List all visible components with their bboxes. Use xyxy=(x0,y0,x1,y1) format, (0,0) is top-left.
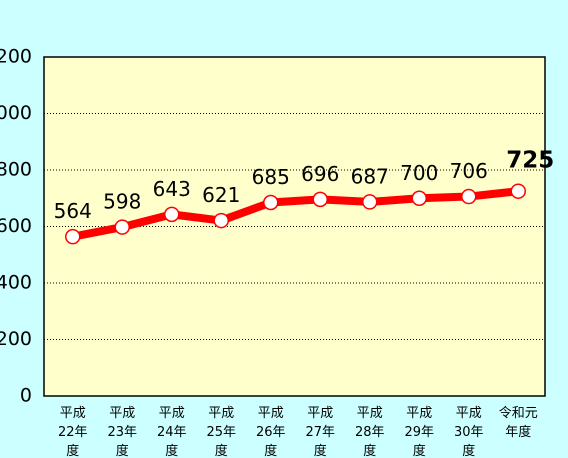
x-tick-label: 平成 29年 度 xyxy=(404,406,435,458)
x-tick-label: 平成 28年 度 xyxy=(354,406,385,458)
marker xyxy=(510,183,526,199)
data-label: 696 xyxy=(301,162,339,186)
data-label: 725 xyxy=(506,148,554,174)
y-tick-label: 800 xyxy=(0,159,32,181)
data-label: 598 xyxy=(103,190,141,214)
x-tick-label: 平成 26年 度 xyxy=(255,406,286,458)
x-tick-label: 令和元 年度 xyxy=(498,406,538,440)
x-tick-label: 平成 25年 度 xyxy=(206,406,237,458)
data-label: 643 xyxy=(153,177,191,201)
y-tick-label: 1000 xyxy=(0,102,32,124)
data-label: 621 xyxy=(202,183,240,207)
x-tick-label: 平成 22年 度 xyxy=(57,406,88,458)
y-tick-label: 600 xyxy=(0,215,32,237)
marker xyxy=(65,228,81,245)
y-tick-label: 400 xyxy=(0,272,32,294)
data-label: 706 xyxy=(450,159,488,183)
marker xyxy=(213,212,229,229)
data-label: 685 xyxy=(252,165,290,189)
marker xyxy=(411,190,427,206)
y-tick-label: 200 xyxy=(0,328,32,350)
x-tick-label: 平成 24年 度 xyxy=(156,406,187,458)
data-label: 564 xyxy=(54,199,92,223)
y-tick-label: 0 xyxy=(20,385,32,407)
marker xyxy=(461,188,477,205)
data-label: 700 xyxy=(400,161,438,185)
x-tick-label: 平成 27年 度 xyxy=(305,406,336,458)
marker xyxy=(164,206,180,223)
line xyxy=(71,187,519,241)
x-tick-label: 平成 23年 度 xyxy=(107,406,138,458)
marker xyxy=(312,191,328,208)
marker xyxy=(263,194,279,211)
data-label: 687 xyxy=(351,164,389,188)
x-tick-label: 平成 30年 度 xyxy=(453,406,484,458)
plot-border xyxy=(43,56,546,397)
y-tick-label: 1200 xyxy=(0,46,32,68)
marker xyxy=(362,194,378,210)
marker xyxy=(114,219,130,235)
